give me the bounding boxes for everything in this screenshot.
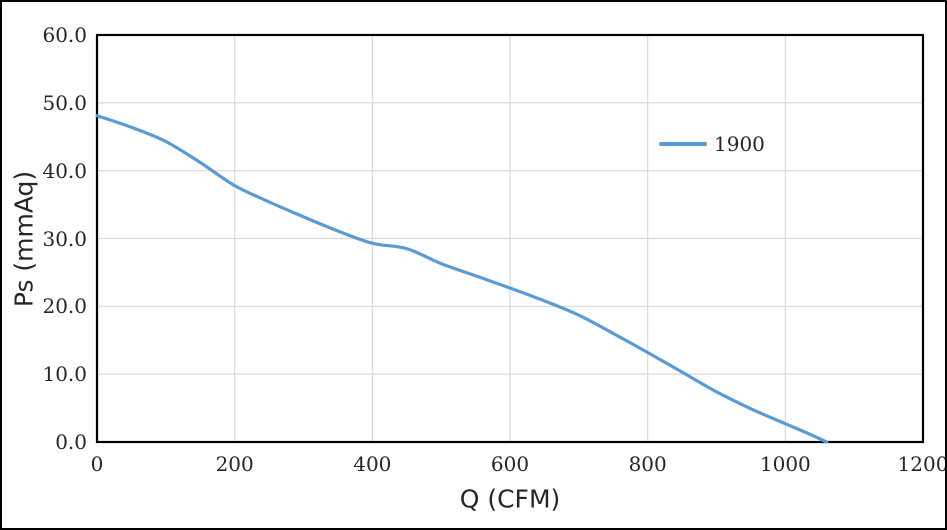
x-tick-label-1200: 1200 bbox=[897, 452, 947, 476]
y-axis-title: Ps (mmAq) bbox=[9, 170, 39, 308]
plot-border bbox=[95, 33, 925, 444]
y-tick-label-30.0: 30.0 bbox=[42, 226, 87, 251]
series-line-1900 bbox=[95, 114, 829, 444]
y-tick-label-60.0: 60.0 bbox=[42, 23, 87, 47]
x-tick-label-1000: 1000 bbox=[759, 452, 811, 476]
y-tick-label-50.0: 50.0 bbox=[42, 90, 87, 115]
x-tick-label-0: 0 bbox=[90, 452, 104, 476]
y-tick-label-10.0: 10.0 bbox=[42, 362, 87, 387]
legend-line-swatch bbox=[659, 142, 707, 146]
x-tick-label-800: 800 bbox=[628, 452, 667, 476]
x-tick-label-200: 200 bbox=[215, 452, 254, 476]
legend-series-label: 1900 bbox=[714, 132, 765, 156]
legend: 1900 bbox=[659, 134, 765, 154]
y-tick-label-40.0: 40.0 bbox=[42, 158, 87, 183]
x-tick-label-400: 400 bbox=[353, 452, 392, 476]
x-tick-label-600: 600 bbox=[490, 452, 530, 476]
y-tick-label-20.0: 20.0 bbox=[42, 294, 87, 319]
x-axis-title: Q (CFM) bbox=[459, 484, 561, 514]
y-tick-label-0.0: 0.0 bbox=[55, 430, 87, 454]
